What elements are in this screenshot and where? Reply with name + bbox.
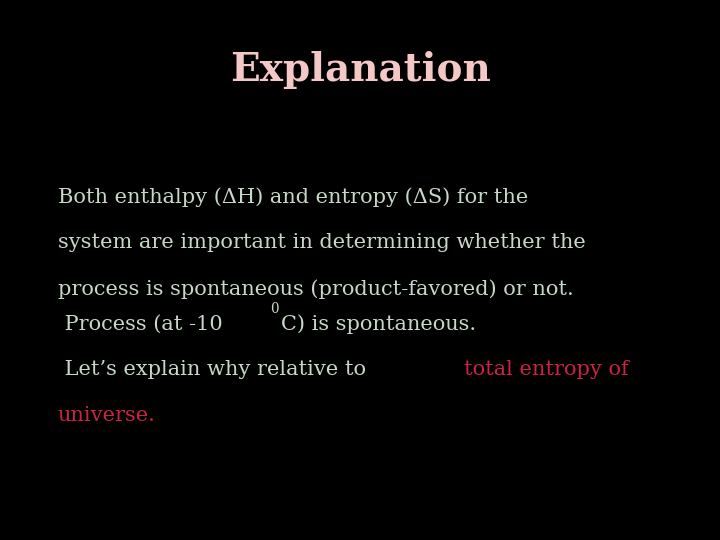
Text: C) is spontaneous.: C) is spontaneous. [282,314,477,334]
Text: Let’s explain why relative to: Let’s explain why relative to [58,360,372,380]
Text: Explanation: Explanation [230,51,490,89]
Text: system are important in determining whether the: system are important in determining whet… [58,233,585,253]
Text: total entropy of: total entropy of [464,360,629,380]
Text: universe.: universe. [58,406,156,426]
Text: Both enthalpy (ΔH) and entropy (ΔS) for the: Both enthalpy (ΔH) and entropy (ΔS) for … [58,187,528,207]
Text: 0: 0 [270,302,279,316]
Text: Process (at -10: Process (at -10 [58,314,222,334]
Text: process is spontaneous (product-favored) or not.: process is spontaneous (product-favored)… [58,279,573,299]
